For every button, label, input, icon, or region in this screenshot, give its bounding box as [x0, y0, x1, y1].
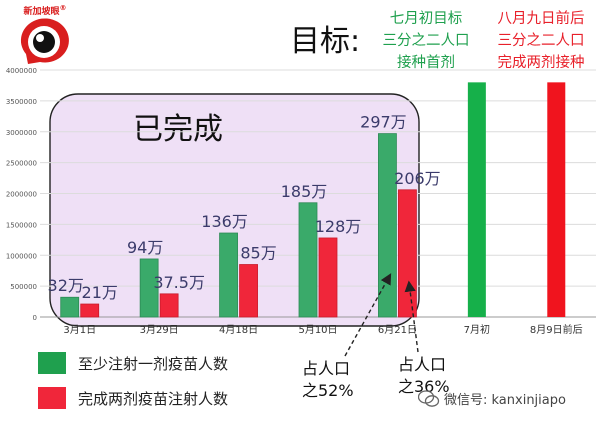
y-tick-label: 0 — [33, 314, 37, 322]
data-label: 185万 — [281, 182, 328, 201]
y-tick-label: 500000 — [10, 283, 37, 291]
brand-name: 新加坡眼® — [23, 4, 67, 17]
bar-first-dose-3 — [298, 202, 318, 318]
legend-swatch-red — [38, 387, 66, 409]
x-tick-label: 7月初 — [464, 323, 490, 336]
data-label: 206万 — [394, 169, 441, 188]
note-first-dose-share: 占人口 之52% — [302, 359, 354, 400]
legend-item-first-dose: 至少注射一剂疫苗人数 — [38, 352, 228, 374]
y-tick-label: 3000000 — [6, 129, 37, 137]
bar-two-doses-0 — [80, 303, 100, 318]
bar-first-dose-4 — [378, 133, 397, 318]
x-tick-label: 6月21日 — [378, 324, 417, 336]
dashed-arrow-first-dose — [344, 273, 392, 357]
note-two-dose-share: 占人口 之36% — [398, 355, 450, 396]
bar-two-doses-4 — [398, 189, 417, 318]
y-tick-label: 4000000 — [6, 67, 37, 75]
x-tick-label: 8月9日前后 — [530, 323, 583, 336]
data-label: 21万 — [82, 283, 118, 302]
y-tick-label: 2500000 — [6, 160, 37, 168]
y-tick-label: 2000000 — [6, 191, 37, 199]
legend-label: 至少注射一剂疫苗人数 — [78, 354, 229, 373]
x-tick-label: 3月1日 — [63, 324, 96, 336]
wechat-icon — [418, 389, 440, 407]
data-label: 297万 — [360, 113, 407, 132]
data-label: 136万 — [201, 212, 248, 231]
wechat-watermark: 微信号: kanxinjiapo — [418, 389, 566, 408]
goal-july-text: 七月初目标 三分之二人口 接种首剂 — [382, 11, 470, 71]
legend-label: 完成两剂疫苗注射人数 — [78, 389, 229, 408]
data-label: 85万 — [240, 244, 276, 263]
goal-august-text: 八月九日前后 三分之二人口 完成两剂接种 — [497, 11, 585, 71]
bar-two-doses-3 — [318, 237, 338, 318]
bar-two-doses-1 — [159, 293, 179, 318]
page-title: 目标: — [290, 24, 361, 59]
x-tick-label: 4月18日 — [219, 324, 258, 336]
watermark-text: 微信号: kanxinjiapo — [444, 393, 566, 408]
y-tick-label: 1500000 — [6, 221, 37, 229]
legend-swatch-green — [38, 352, 66, 374]
x-tick-label: 3月29日 — [140, 324, 179, 336]
target-bar-5 — [467, 82, 486, 317]
bar-two-doses-2 — [239, 264, 258, 318]
data-label: 37.5万 — [153, 273, 205, 292]
legend-item-two-doses: 完成两剂疫苗注射人数 — [38, 387, 228, 409]
data-label: 128万 — [315, 217, 362, 236]
bar-first-dose-1 — [139, 258, 159, 318]
x-tick-label: 5月10日 — [298, 324, 337, 336]
completed-label: 已完成 — [133, 112, 223, 147]
eye-logo-icon — [20, 18, 69, 64]
bar-first-dose-2 — [219, 232, 238, 318]
data-label: 32万 — [48, 276, 84, 295]
brand-logo: 新加坡眼® — [6, 4, 84, 70]
y-tick-label: 1000000 — [6, 252, 37, 260]
data-label: 94万 — [127, 238, 163, 257]
y-tick-label: 3500000 — [6, 98, 37, 106]
target-bar-6 — [547, 82, 566, 317]
bar-first-dose-0 — [60, 296, 80, 318]
